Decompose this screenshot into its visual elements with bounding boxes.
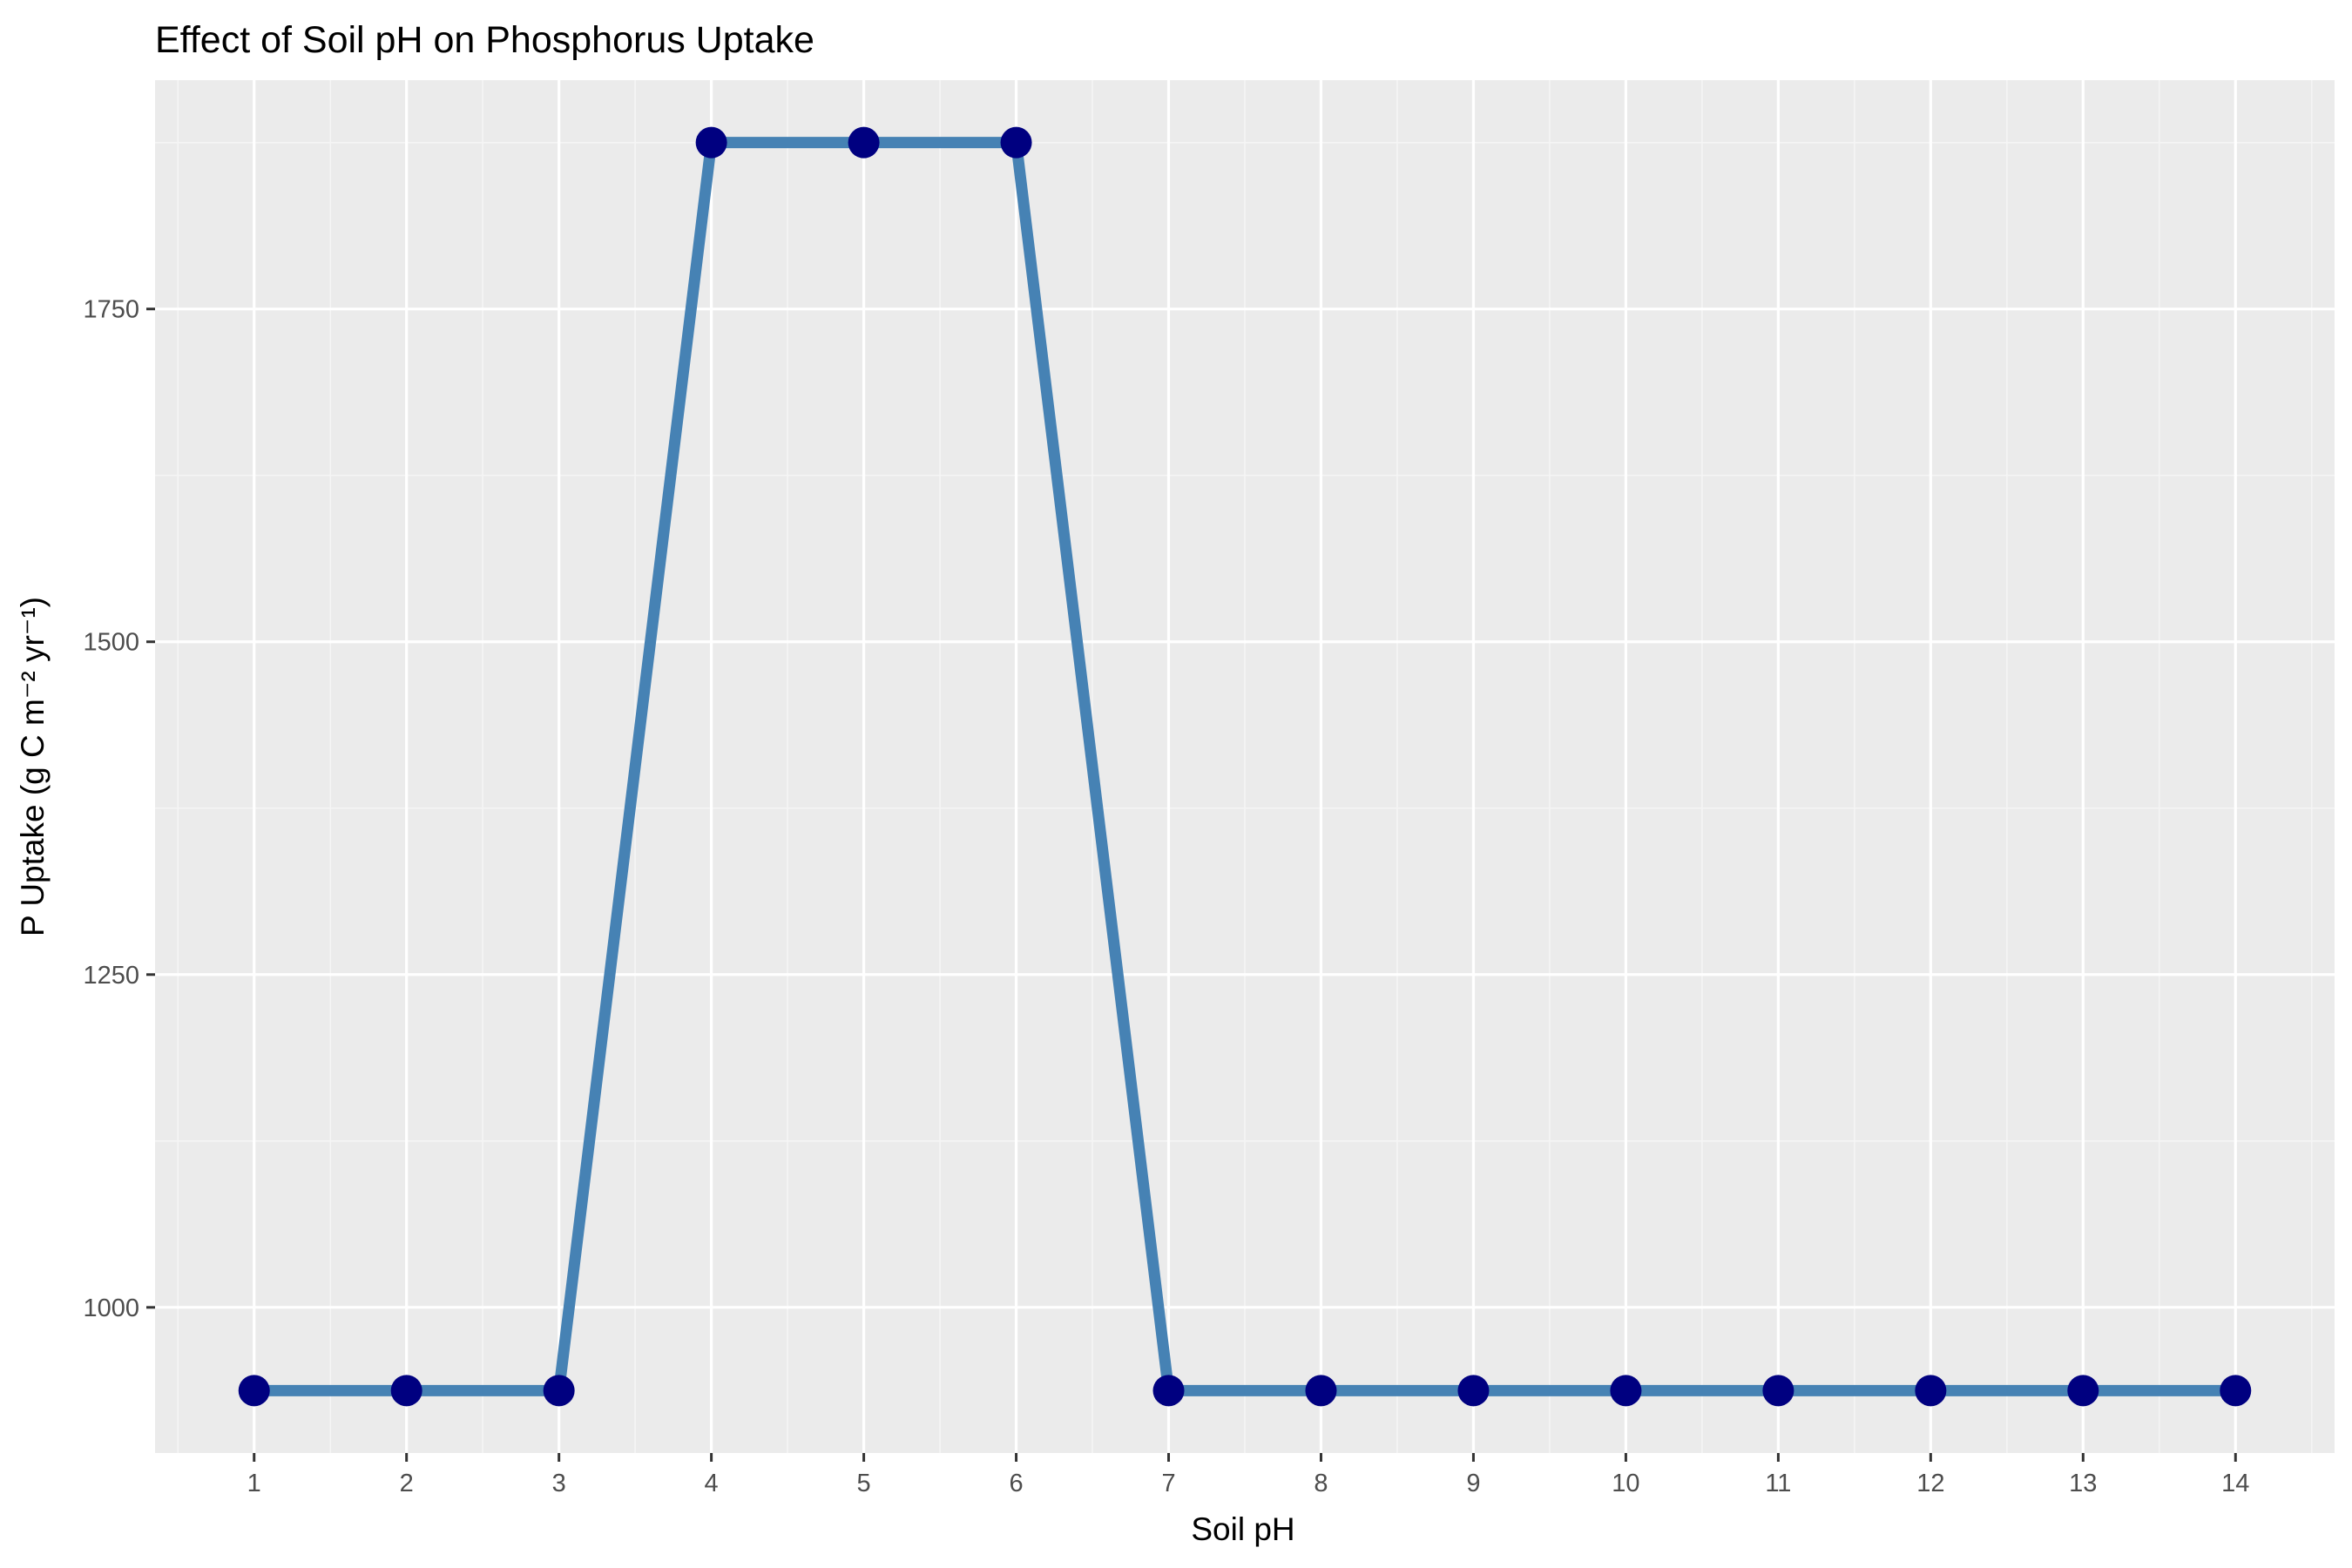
data-point — [543, 1375, 575, 1407]
data-point — [695, 126, 727, 159]
x-tick-label: 3 — [552, 1470, 566, 1497]
chart-title: Effect of Soil pH on Phosphorus Uptake — [155, 19, 814, 61]
data-point — [1305, 1375, 1337, 1407]
data-point — [1762, 1375, 1794, 1407]
y-tick-label: 1000 — [83, 1294, 139, 1322]
data-point — [2220, 1375, 2252, 1407]
x-tick-label: 9 — [1466, 1470, 1480, 1497]
data-points — [238, 126, 2252, 1407]
data-point — [1457, 1375, 1490, 1407]
data-point — [1610, 1375, 1642, 1407]
y-tick-label: 1500 — [83, 629, 139, 657]
data-point — [390, 1375, 422, 1407]
data-point — [1915, 1375, 1947, 1407]
x-tick-label: 11 — [1765, 1470, 1791, 1497]
series-lines — [253, 137, 2236, 1396]
data-point — [848, 126, 880, 159]
data-point — [238, 1375, 270, 1407]
x-tick-label: 10 — [1612, 1470, 1639, 1497]
x-tick-label: 8 — [1314, 1470, 1328, 1497]
x-tick-label: 2 — [400, 1470, 414, 1497]
data-point — [1000, 126, 1032, 159]
x-tick-label: 6 — [1009, 1470, 1023, 1497]
x-tick-label: 5 — [857, 1470, 871, 1497]
major-gridlines — [155, 80, 2335, 1453]
x-tick-label: 14 — [2221, 1470, 2249, 1497]
y-tick-label: 1250 — [83, 962, 139, 990]
x-tick-label: 7 — [1161, 1470, 1175, 1497]
x-tick-label: 4 — [705, 1470, 719, 1497]
data-point — [1152, 1375, 1185, 1407]
series-line — [253, 137, 2236, 1396]
y-axis-title: P Uptake (g C m⁻² yr⁻¹) — [15, 597, 51, 936]
x-tick-label: 13 — [2069, 1470, 2097, 1497]
x-axis-title: Soil pH — [1191, 1511, 1294, 1547]
x-tick-label: 12 — [1916, 1470, 1944, 1497]
y-tick-label: 1750 — [83, 296, 139, 324]
data-point — [2067, 1375, 2099, 1407]
x-axis-ticks: 1 2 3 4 5 6 7 8 9 10 11 12 13 14 — [247, 1453, 2249, 1497]
y-axis-ticks: 1000 1250 1500 1750 — [83, 296, 155, 1322]
x-tick-label: 1 — [247, 1470, 261, 1497]
